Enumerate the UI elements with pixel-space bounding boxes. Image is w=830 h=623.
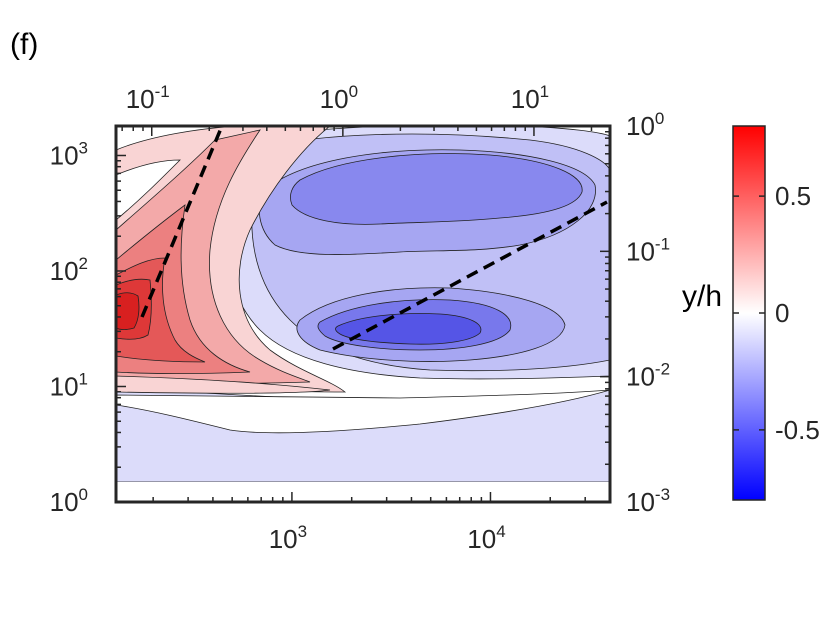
bottom-tick-label-1: 104 xyxy=(467,522,505,554)
colorbar-ticks: 0.5 0 -0.5 xyxy=(733,181,820,445)
contour-bottom-strip xyxy=(116,482,610,502)
colorbar-tick-label-2: -0.5 xyxy=(775,415,820,445)
top-tick-label-1: 100 xyxy=(320,82,358,114)
plot-area xyxy=(114,124,612,504)
right-axis-label: y/h xyxy=(682,280,722,313)
contour-fills xyxy=(116,126,610,502)
right-tick-label-0: 10-3 xyxy=(626,485,670,517)
panel-label: (f) xyxy=(10,28,38,61)
colorbar-tick-label-0: 0.5 xyxy=(775,181,811,211)
left-tick-label-3: 103 xyxy=(50,138,88,170)
plot-frame xyxy=(114,124,612,504)
colorbar: 0.5 0 -0.5 xyxy=(732,125,820,501)
left-tick-label-1: 101 xyxy=(50,369,88,401)
contour-neg-07 xyxy=(335,313,482,345)
contour-zero-lower xyxy=(116,389,610,434)
contour-neg-04 xyxy=(290,153,583,225)
contour-pos-06 xyxy=(116,292,140,330)
left-tick-label-0: 100 xyxy=(50,485,88,517)
right-tick-label-3: 100 xyxy=(626,109,664,141)
dashed-line-2 xyxy=(332,200,608,351)
left-tick-label-2: 102 xyxy=(50,254,88,286)
colorbar-tick-label-1: 0 xyxy=(775,298,789,328)
dashed-line-1 xyxy=(140,126,224,318)
axes xyxy=(116,125,611,503)
right-tick-label-1: 10-2 xyxy=(626,360,670,392)
contour-pos-band xyxy=(116,375,331,394)
contour-zero-upper xyxy=(116,159,181,221)
right-tick-label-2: 10-1 xyxy=(626,234,670,266)
top-tick-label-2: 101 xyxy=(511,82,549,114)
tick-labels: 103 104 10-1 100 101 100 101 102 103 10-3 10-2 10-1… xyxy=(50,82,670,554)
top-tick-label-0: 10-1 xyxy=(126,82,170,114)
bottom-tick-label-0: 103 xyxy=(269,522,307,554)
